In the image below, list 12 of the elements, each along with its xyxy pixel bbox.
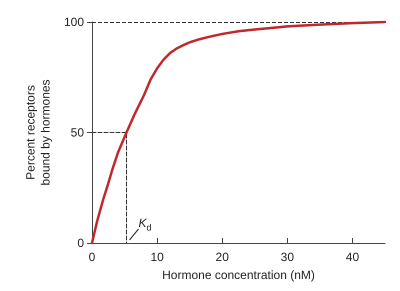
y-tick-label: 0	[77, 236, 84, 250]
x-tick-label: 40	[346, 250, 360, 264]
annotation: K$_{d}$	[138, 216, 152, 232]
x-axis-title: Hormone concentration (nM)	[162, 268, 315, 282]
x-tick-label: 10	[150, 250, 164, 264]
x-tick-label: 0	[88, 250, 96, 264]
y-tick-label: 50	[70, 126, 84, 140]
x-tick-label: 20	[216, 250, 230, 264]
y-axis-title: Percent receptors bound by hormones	[24, 79, 53, 186]
line-series	[90, 20, 386, 244]
x-tick-label: 30	[280, 250, 294, 264]
y-tick-label: 100	[64, 15, 84, 29]
